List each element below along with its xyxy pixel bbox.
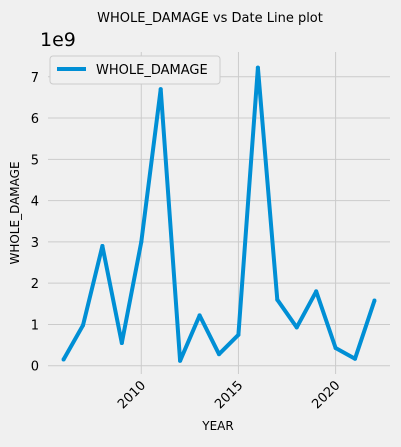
legend-label: WHOLE_DAMAGE: [96, 63, 208, 78]
data-point: [236, 332, 241, 337]
data-point: [314, 289, 319, 294]
data-point: [197, 313, 202, 318]
series-layer: [61, 65, 377, 363]
data-point: [217, 352, 221, 357]
data-point: [178, 358, 183, 363]
legend: WHOLE_DAMAGE: [49, 55, 221, 85]
data-point: [100, 244, 105, 249]
y-tick-label: 2: [31, 277, 39, 292]
y-tick-label: 1: [31, 318, 39, 333]
data-point: [158, 87, 163, 92]
data-point: [333, 345, 338, 350]
data-point: [294, 325, 299, 330]
data-point: [353, 356, 358, 361]
data-point: [372, 298, 377, 303]
data-point: [80, 323, 85, 328]
y-tick-label: 7: [31, 71, 39, 86]
legend-box: [49, 55, 221, 85]
y-axis-label: WHOLE_DAMAGE: [8, 161, 22, 264]
data-point: [275, 297, 280, 302]
data-point: [255, 65, 260, 70]
data-point: [139, 239, 144, 244]
y-tick-label: 5: [31, 153, 39, 168]
y-axis-scale-label: 1e9: [40, 29, 76, 51]
y-tick-label: 4: [31, 195, 39, 210]
plot-area: [48, 52, 390, 374]
data-point: [61, 357, 66, 362]
y-tick-label: 6: [31, 112, 39, 127]
y-tick-label: 3: [31, 236, 39, 251]
y-tick-label: 0: [31, 360, 39, 375]
data-point: [119, 341, 124, 346]
x-axis-label: YEAR: [201, 419, 233, 433]
chart-title: WHOLE_DAMAGE vs Date Line plot: [97, 11, 323, 26]
